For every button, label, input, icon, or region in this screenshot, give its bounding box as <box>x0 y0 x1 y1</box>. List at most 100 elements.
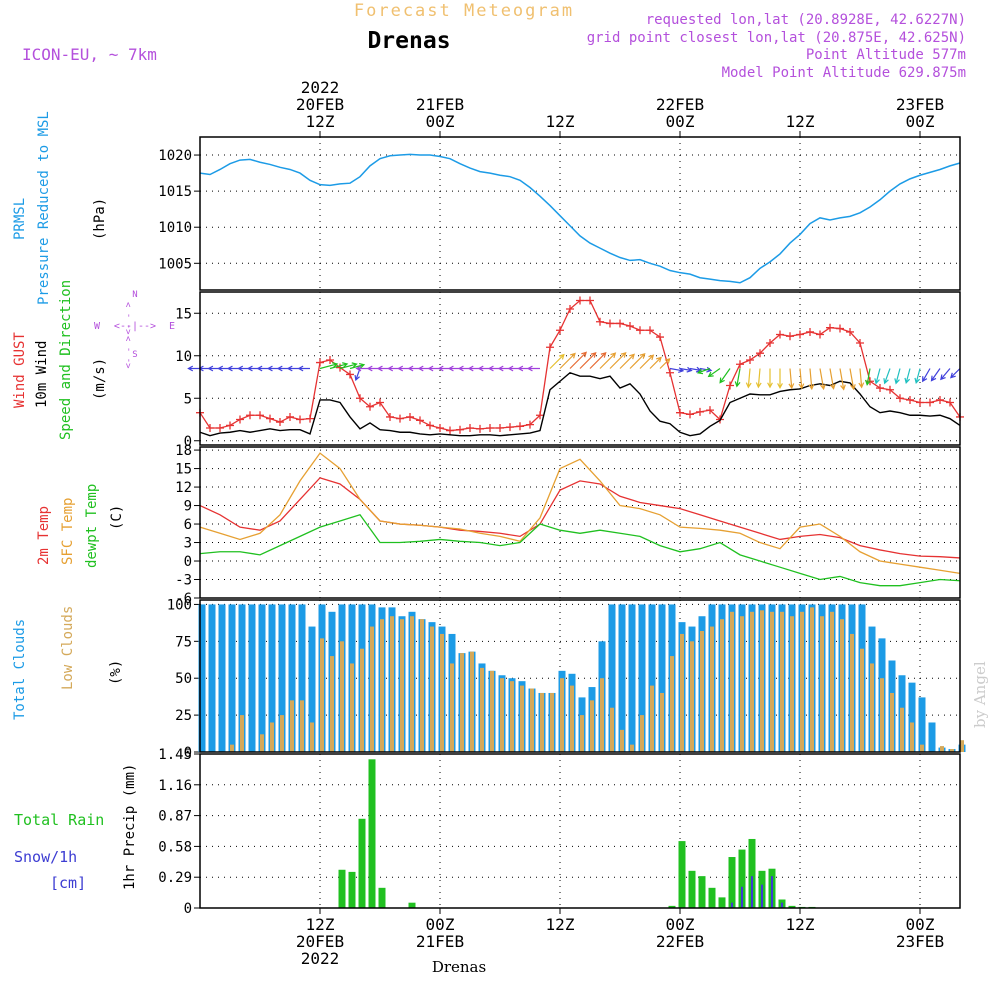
gust-marker <box>596 317 604 326</box>
low-cloud-bar <box>450 663 454 752</box>
snow-bar <box>771 876 773 908</box>
gust-marker <box>506 423 514 432</box>
gust-marker <box>876 384 884 393</box>
total-cloud-bar <box>638 604 646 752</box>
gust-marker <box>376 398 384 407</box>
gust-marker <box>516 422 524 431</box>
rain-bar <box>748 838 756 908</box>
low-cloud-bar <box>870 663 874 752</box>
low-cloud-bar <box>660 692 664 752</box>
wind-arrow <box>930 368 941 382</box>
wind-arrow <box>864 368 871 386</box>
rain-bar <box>408 902 416 908</box>
low-cloud-bar <box>500 678 504 752</box>
total-cloud-bar <box>308 626 316 752</box>
low-cloud-bar <box>440 633 444 752</box>
gust-marker <box>486 424 494 432</box>
sfc-temp-line <box>199 452 961 574</box>
gust-marker <box>276 418 284 427</box>
low-cloud-bar <box>960 740 964 752</box>
gust-marker <box>916 398 924 407</box>
low-cloud-bar <box>410 616 414 752</box>
rain-bar <box>688 870 696 908</box>
bottom-time-label: 20FEB <box>296 932 344 951</box>
gust-marker <box>946 398 954 407</box>
rain-bar <box>728 857 736 908</box>
low-cloud-bar <box>750 611 754 752</box>
ytick-label: 15 <box>175 462 192 478</box>
compass-s: S <box>132 350 137 360</box>
low-cloud-bar <box>630 744 634 752</box>
top-time-label: 22FEB <box>656 95 704 114</box>
gust-marker <box>296 415 304 424</box>
low-cloud-bar <box>590 700 594 752</box>
model-label: ICON-EU, ~ 7km <box>22 45 157 64</box>
bottom-time-label: 00Z <box>666 915 695 934</box>
gust-marker <box>236 415 244 424</box>
temp-label: 2m Temp SFC Temp dewpt Temp (C) <box>36 484 125 568</box>
panel-4: 0 25 50 75 100 <box>167 597 966 761</box>
gust-marker <box>686 410 694 419</box>
wind-arrow <box>589 351 607 369</box>
bottom-time-label: 21FEB <box>416 932 464 951</box>
gust-marker <box>806 327 814 336</box>
compass-ns-bottom: <- - > <box>124 335 134 368</box>
wind-arrow <box>839 368 846 391</box>
total-cloud-bar <box>928 722 936 752</box>
rain-bar <box>368 759 376 908</box>
top-time-label: 23FEB <box>896 95 944 114</box>
gust-marker <box>746 356 754 364</box>
gust-marker <box>586 296 594 305</box>
ytick-label: 1.45 <box>158 747 192 763</box>
gust-marker <box>386 412 394 421</box>
rain-bar <box>738 849 746 908</box>
panel-2: 0 5 10 15 <box>175 291 964 450</box>
ytick-label: 0 <box>184 554 192 570</box>
snow-unit: [cm] <box>50 874 86 892</box>
dewpt-line <box>199 514 961 587</box>
gust-marker <box>726 381 734 390</box>
low-cloud-bar <box>540 692 544 752</box>
rain-bar <box>338 869 346 908</box>
snow-bar <box>761 884 763 908</box>
low-cloud-bar <box>860 648 864 752</box>
low-cloud-bar <box>850 633 854 752</box>
wind-gust-label: Wind GUST <box>12 332 28 408</box>
panel-1: 1005 1010 1015 1020 <box>158 136 961 291</box>
panel-frame <box>199 599 961 753</box>
gust-marker <box>706 406 714 415</box>
total-cloud-bar <box>258 604 266 752</box>
gust-marker <box>656 333 664 342</box>
total-cloud-bar <box>298 604 306 752</box>
gust-marker <box>836 324 844 333</box>
gust-marker <box>566 305 574 313</box>
low-cloud-bar <box>420 619 424 752</box>
wind-arrow <box>599 352 617 369</box>
bottom-time-label: 00Z <box>426 915 455 934</box>
wind-arrow <box>649 356 662 369</box>
ytick-label: 1005 <box>158 256 192 272</box>
low-cloud-bar <box>240 715 244 752</box>
panel-frame <box>199 753 961 909</box>
snow-bar <box>781 902 783 908</box>
gust-marker <box>926 398 934 407</box>
total-cloud-bar <box>918 697 926 752</box>
wind-arrow <box>755 368 762 389</box>
gust-marker <box>906 395 914 404</box>
ytick-label: 9 <box>184 499 192 515</box>
ytick-label: 0.29 <box>158 870 192 886</box>
low-cloud-bar <box>710 626 714 752</box>
gust-marker <box>636 326 644 335</box>
rain-bar <box>678 841 686 908</box>
low-cloud-bar <box>760 610 764 752</box>
wind-arrow <box>940 368 951 381</box>
low-cloud-bar <box>920 744 924 752</box>
ytick-label: 1020 <box>158 148 192 164</box>
panel-3: -6 -3 0 3 6 9 12 15 18 <box>175 443 961 607</box>
total-cloud-bar <box>238 604 246 752</box>
wind-arrow <box>904 368 911 385</box>
total-cloud-bar <box>628 604 636 752</box>
compass-ns-top: <- - > <box>124 301 134 334</box>
wind-arrow <box>798 368 805 390</box>
total-cloud-bar <box>278 604 286 752</box>
